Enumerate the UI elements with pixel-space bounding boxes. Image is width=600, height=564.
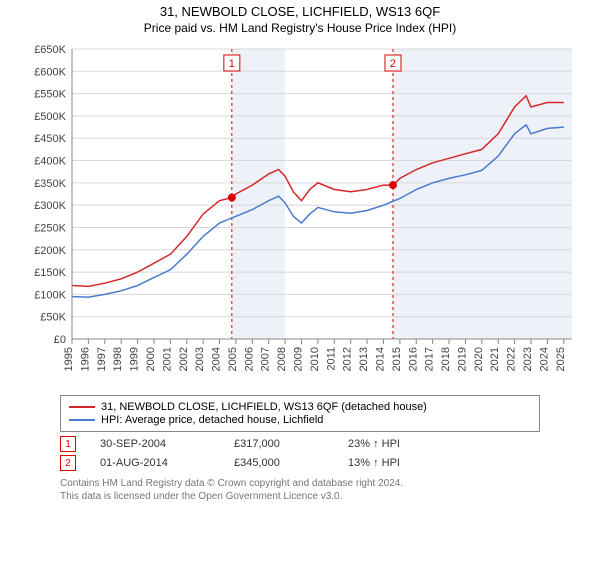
svg-text:£150K: £150K [34,267,66,279]
page-title: 31, NEWBOLD CLOSE, LICHFIELD, WS13 6QF [0,4,600,19]
svg-text:£550K: £550K [34,89,66,101]
legend-label: 31, NEWBOLD CLOSE, LICHFIELD, WS13 6QF (… [101,401,427,413]
svg-text:2013: 2013 [358,347,370,371]
svg-text:2006: 2006 [243,347,255,371]
sale-date: 01-AUG-2014 [100,457,210,469]
svg-text:1998: 1998 [112,347,124,371]
svg-text:£350K: £350K [34,178,66,190]
svg-text:2007: 2007 [260,347,272,371]
svg-text:2005: 2005 [227,347,239,371]
sale-price: £345,000 [234,457,324,469]
svg-text:£100K: £100K [34,289,66,301]
sale-date: 30-SEP-2004 [100,438,210,450]
svg-text:2022: 2022 [506,347,518,371]
sale-marker: 1 [60,436,76,452]
legend-label: HPI: Average price, detached house, Lich… [101,414,323,426]
svg-text:2016: 2016 [407,347,419,371]
svg-text:2003: 2003 [194,347,206,371]
sale-price: £317,000 [234,438,324,450]
svg-text:2019: 2019 [456,347,468,371]
sale-delta: 13% ↑ HPI [348,457,400,469]
svg-text:2002: 2002 [178,347,190,371]
svg-text:£600K: £600K [34,66,66,78]
legend-item: 31, NEWBOLD CLOSE, LICHFIELD, WS13 6QF (… [69,401,531,413]
svg-text:2012: 2012 [342,347,354,371]
svg-text:2008: 2008 [276,347,288,371]
svg-text:£200K: £200K [34,245,66,257]
svg-text:2025: 2025 [555,347,567,371]
svg-text:2000: 2000 [145,347,157,371]
svg-text:1996: 1996 [79,347,91,371]
sale-delta: 23% ↑ HPI [348,438,400,450]
svg-text:£500K: £500K [34,111,66,123]
svg-text:£0: £0 [54,334,66,346]
svg-text:£300K: £300K [34,200,66,212]
legend-item: HPI: Average price, detached house, Lich… [69,414,531,426]
svg-text:2001: 2001 [161,347,173,371]
svg-text:2015: 2015 [391,347,403,371]
svg-text:£50K: £50K [40,312,66,324]
legend-swatch [69,406,95,408]
svg-text:£450K: £450K [34,133,66,145]
legend-swatch [69,419,95,421]
svg-text:2: 2 [390,58,396,70]
svg-text:£650K: £650K [34,44,66,56]
svg-text:2011: 2011 [325,347,337,371]
svg-text:1999: 1999 [129,347,141,371]
svg-text:2014: 2014 [374,347,386,371]
svg-text:2017: 2017 [424,347,436,371]
svg-text:£400K: £400K [34,156,66,168]
sale-marker: 2 [60,455,76,471]
price-chart: £0 £50K £100K £150K £200K £250K £300K £350K £400… [20,39,580,389]
svg-text:2024: 2024 [538,347,550,371]
svg-text:2023: 2023 [522,347,534,371]
svg-text:2010: 2010 [309,347,321,371]
sale-row: 1 30-SEP-2004 £317,000 23% ↑ HPI [60,436,540,452]
svg-text:2018: 2018 [440,347,452,371]
sale-row: 2 01-AUG-2014 £345,000 13% ↑ HPI [60,455,540,471]
page-subtitle: Price paid vs. HM Land Registry's House … [0,21,600,35]
footer-text: Contains HM Land Registry data © Crown c… [60,477,540,503]
svg-text:1997: 1997 [96,347,108,371]
svg-text:2020: 2020 [473,347,485,371]
legend: 31, NEWBOLD CLOSE, LICHFIELD, WS13 6QF (… [60,395,540,432]
svg-text:1995: 1995 [63,347,75,371]
svg-text:2021: 2021 [489,347,501,371]
footer-line: This data is licensed under the Open Gov… [60,490,540,503]
footer-line: Contains HM Land Registry data © Crown c… [60,477,540,490]
svg-text:2004: 2004 [211,347,223,371]
svg-text:1: 1 [229,58,235,70]
svg-text:£250K: £250K [34,222,66,234]
svg-text:2009: 2009 [293,347,305,371]
